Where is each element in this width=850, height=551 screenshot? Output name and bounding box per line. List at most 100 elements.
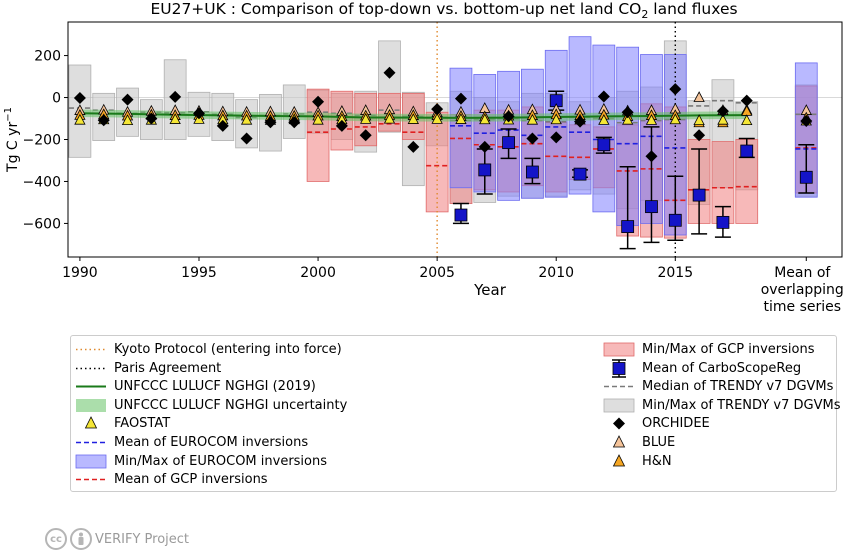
faostat-point xyxy=(312,113,324,125)
faostat-point xyxy=(621,113,634,125)
faostat-point xyxy=(598,114,610,125)
orchidee-point xyxy=(574,115,587,128)
legend-item: Min/Max of EUROCOM inversions xyxy=(74,452,327,471)
faostat-point xyxy=(240,113,253,125)
x-tick-label: 2010 xyxy=(538,265,574,281)
orchidee-point xyxy=(716,105,729,118)
faostat-point xyxy=(360,112,372,124)
credit: cc VERIFY Project xyxy=(45,528,189,550)
faostat-point xyxy=(479,113,491,125)
eurocom-range-box xyxy=(449,67,473,189)
carboscope-point xyxy=(716,215,730,229)
legend-label: UNFCCC LULUCF NGHGI (2019) xyxy=(114,379,316,395)
diamond-black-icon xyxy=(613,417,625,430)
legend: Kyoto Protocol (entering into force) Pari… xyxy=(70,335,840,492)
orchidee-point xyxy=(169,90,182,103)
carboscope-point xyxy=(526,165,539,179)
triangle-peach-icon xyxy=(612,435,626,448)
x-tick-label: 2015 xyxy=(657,265,693,281)
carboscope-point xyxy=(573,167,587,181)
legend-label: Mean of GCP inversions xyxy=(114,472,268,488)
orchidee-point xyxy=(526,132,539,145)
legend-label: Mean of CarboScopeReg xyxy=(642,360,802,376)
faostat-point xyxy=(526,113,539,125)
dashed-line-red-icon xyxy=(76,478,106,481)
faostat-point xyxy=(455,113,467,124)
y-tick-label: 200 xyxy=(34,49,61,65)
patch-blue-icon xyxy=(75,454,107,468)
orchidee-point xyxy=(669,83,682,96)
y-axis-label: Tg C yr−1 xyxy=(3,107,21,173)
orchidee-point xyxy=(502,110,515,123)
legend-item: UNFCCC LULUCF NGHGI (2019) xyxy=(74,377,316,396)
x-tick-label: 2005 xyxy=(419,265,455,281)
faostat-point xyxy=(550,113,562,125)
orchidee-point xyxy=(800,115,813,128)
carboscope-point xyxy=(668,213,682,227)
legend-label: UNFCCC LULUCF NGHGI uncertainty xyxy=(114,397,348,413)
attribution-icon xyxy=(70,528,92,550)
faostat-point xyxy=(74,113,86,125)
legend-label: Min/Max of EUROCOM inversions xyxy=(114,453,328,469)
x-axis-label: Year xyxy=(473,281,507,299)
carboscope-point xyxy=(597,138,611,152)
legend-label: BLUE xyxy=(642,435,676,450)
orchidee-point xyxy=(97,114,110,127)
mean-tick-label: Mean of xyxy=(774,265,831,281)
legend-label: Mean of EUROCOM inversions xyxy=(114,435,309,450)
legend-label: Min/Max of GCP inversions xyxy=(642,342,815,357)
legend-label: Min/Max of TRENDY v7 DGVMs xyxy=(642,397,841,413)
legend-item: Paris Agreement xyxy=(74,359,221,378)
legend-label: ORCHIDEE xyxy=(642,416,710,432)
y-tick-label: −600 xyxy=(23,216,61,232)
x-tick-label: 1990 xyxy=(62,265,98,281)
legend-label: Paris Agreement xyxy=(114,360,222,376)
orchidee-point xyxy=(597,90,610,103)
mean-tick-label: overlapping xyxy=(761,282,844,298)
orchidee-point xyxy=(73,91,86,104)
solid-line-green-icon xyxy=(76,385,106,388)
dashed-line-blue-icon xyxy=(76,441,106,444)
orchidee-point xyxy=(121,93,134,106)
blue-point xyxy=(693,91,705,102)
legend-item: Min/Max of GCP inversions xyxy=(602,340,814,359)
carboscope-point xyxy=(692,188,706,202)
orchidee-point xyxy=(312,95,325,108)
patch-green-icon xyxy=(76,398,106,412)
orchidee-point xyxy=(693,129,706,142)
eurocom-range-box xyxy=(794,62,818,198)
patch-red-icon xyxy=(603,342,635,357)
y-tick-label: −200 xyxy=(23,133,61,149)
errorbar-square-blue-icon xyxy=(612,358,626,378)
legend-item: Min/Max of TRENDY v7 DGVMs xyxy=(602,396,840,415)
legend-item: ORCHIDEE xyxy=(602,414,710,433)
legend-item: Kyoto Protocol (entering into force) xyxy=(74,340,342,359)
legend-item: BLUE xyxy=(602,433,675,452)
orchidee-point xyxy=(621,106,634,119)
dashed-line-gray-icon xyxy=(604,385,634,388)
orchidee-point xyxy=(431,103,444,116)
y-tick-label: −400 xyxy=(23,174,61,190)
creative-commons-icon: cc xyxy=(45,528,67,550)
orchidee-point xyxy=(550,131,563,144)
legend-item: Mean of EUROCOM inversions xyxy=(74,433,308,452)
carboscope-point xyxy=(799,170,813,184)
orchidee-point xyxy=(359,129,372,142)
x-tick-label: 1995 xyxy=(181,265,217,281)
orchidee-point xyxy=(335,119,348,132)
legend-label: FAOSTAT xyxy=(114,416,171,432)
legend-item: Mean of GCP inversions xyxy=(74,470,268,489)
patch-gray-icon xyxy=(603,398,635,413)
faostat-point xyxy=(669,113,681,125)
carboscope-point xyxy=(740,144,754,158)
legend-item: Median of TRENDY v7 DGVMs xyxy=(602,377,833,396)
orchidee-point xyxy=(454,92,467,105)
carboscope-point xyxy=(502,136,515,150)
faostat-point xyxy=(693,114,705,126)
faostat-point xyxy=(121,114,134,126)
orchidee-point xyxy=(240,132,253,145)
faostat-point xyxy=(741,114,753,126)
orchidee-point xyxy=(740,94,753,107)
dotted-line-orange-icon xyxy=(76,348,106,351)
faostat-point xyxy=(645,114,658,125)
